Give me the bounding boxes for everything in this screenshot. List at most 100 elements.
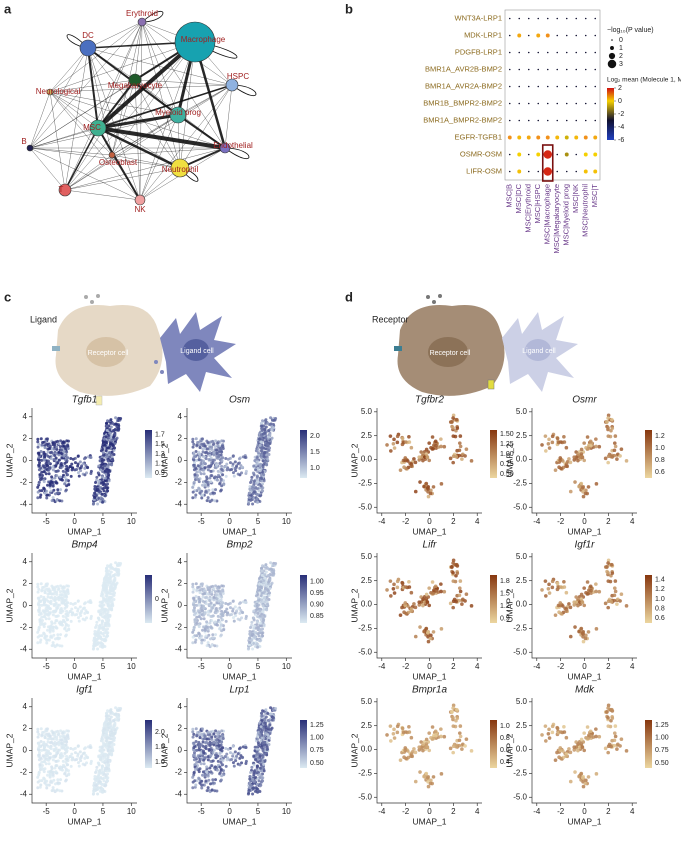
umap-cell	[252, 479, 256, 483]
umap-cell	[65, 604, 69, 608]
umap-cell	[103, 588, 107, 592]
umap-cell	[59, 756, 63, 760]
umap-cell	[47, 751, 51, 755]
umap-cell	[201, 450, 205, 454]
umap-cell	[96, 487, 100, 491]
umap-cell	[251, 502, 255, 506]
y-axis-label: UMAP_2	[504, 443, 514, 477]
umap-cell	[250, 765, 254, 769]
umap-cell	[457, 586, 462, 590]
umap-cell	[259, 440, 263, 444]
row-label: BMR1A_BMPR2-BMP2	[423, 115, 502, 124]
umap-cell	[101, 612, 105, 616]
umap-cell	[101, 480, 105, 484]
umap-cell	[215, 741, 219, 745]
umap-cell	[60, 451, 64, 455]
umap-cell	[209, 440, 213, 444]
umap-cell	[407, 440, 412, 444]
umap-cell	[209, 456, 213, 460]
network-edge	[29, 147, 66, 191]
umap-cell	[199, 617, 203, 621]
umap-cell	[66, 734, 70, 738]
umap-cell	[220, 604, 224, 608]
umap-cell	[57, 748, 61, 752]
umap-cell	[56, 781, 60, 785]
umap-cell	[262, 608, 266, 612]
umap-cell	[197, 440, 201, 444]
umap-cell	[41, 754, 45, 758]
dot	[537, 170, 540, 173]
dot	[518, 17, 521, 20]
network-edge	[29, 79, 136, 149]
umap-cell	[451, 605, 455, 610]
umap-cell	[605, 564, 609, 569]
umap-cell	[45, 587, 49, 591]
umap-cell	[203, 756, 207, 760]
umap-cell	[605, 419, 609, 424]
umap-cell	[594, 589, 598, 594]
umap-cell	[39, 638, 43, 642]
dot	[574, 135, 579, 140]
umap-cell	[71, 747, 75, 751]
umap-cell	[231, 761, 235, 765]
y-tick-label: 2	[23, 579, 28, 588]
umap-cell	[117, 716, 121, 720]
umap-cell	[606, 425, 610, 430]
umap-cell	[192, 754, 196, 758]
umap-cell	[101, 462, 105, 466]
y-tick-label: 2	[178, 724, 183, 733]
dot	[546, 68, 549, 71]
umap-cell	[64, 768, 68, 772]
umap-cell	[112, 580, 116, 584]
umap-cell	[105, 769, 109, 773]
umap-cell	[69, 456, 73, 460]
node-label: Megakaryocyte	[108, 81, 163, 90]
umap-cell	[213, 445, 217, 449]
row-label: PDGFB-LRP1	[455, 47, 502, 56]
umap-cell	[104, 600, 108, 604]
umap-cell	[260, 479, 264, 483]
umap-cell	[36, 641, 40, 645]
umap-cell	[192, 480, 196, 484]
umap-cell	[256, 448, 260, 452]
umap-cell	[457, 593, 462, 598]
umap-cell	[266, 602, 270, 606]
umap-cell	[562, 440, 567, 444]
umap-cell	[204, 625, 208, 629]
umap-cell	[224, 601, 228, 605]
umap-cell	[204, 457, 208, 461]
umap-cell	[40, 733, 44, 737]
umap-cell	[267, 719, 271, 723]
umap-cell	[97, 464, 101, 468]
umap-cell	[36, 496, 40, 500]
umap-cell	[267, 738, 271, 742]
cell-label: Ligand cell	[522, 348, 556, 355]
umap-cell	[105, 486, 109, 490]
umap-cell	[216, 614, 220, 618]
umap-cell	[98, 499, 102, 503]
umap-cell	[83, 763, 87, 767]
umap-cell	[261, 564, 265, 568]
node-label: Macrophage	[181, 35, 226, 44]
umap-cell	[115, 581, 119, 585]
umap-cell	[576, 458, 580, 463]
umap-cell	[197, 486, 201, 490]
x-tick-label: -5	[198, 807, 206, 816]
cell-label: Receptor cell	[430, 350, 471, 357]
umap-cell	[206, 755, 210, 759]
umap-cell	[259, 725, 263, 729]
umap-cell	[194, 594, 198, 598]
umap-cell	[212, 587, 216, 591]
umap-cell	[97, 618, 101, 622]
y-tick-label: 4	[23, 412, 28, 421]
umap-cell	[100, 459, 104, 463]
axis	[31, 698, 137, 804]
umap-cell	[267, 580, 271, 584]
umap-cell	[208, 743, 212, 747]
umap-cell	[257, 585, 261, 589]
umap-cell	[100, 590, 104, 594]
umap-cell	[191, 440, 195, 444]
umap-cell	[200, 496, 204, 500]
umap-cell	[613, 579, 618, 583]
umap-cell	[69, 746, 73, 750]
